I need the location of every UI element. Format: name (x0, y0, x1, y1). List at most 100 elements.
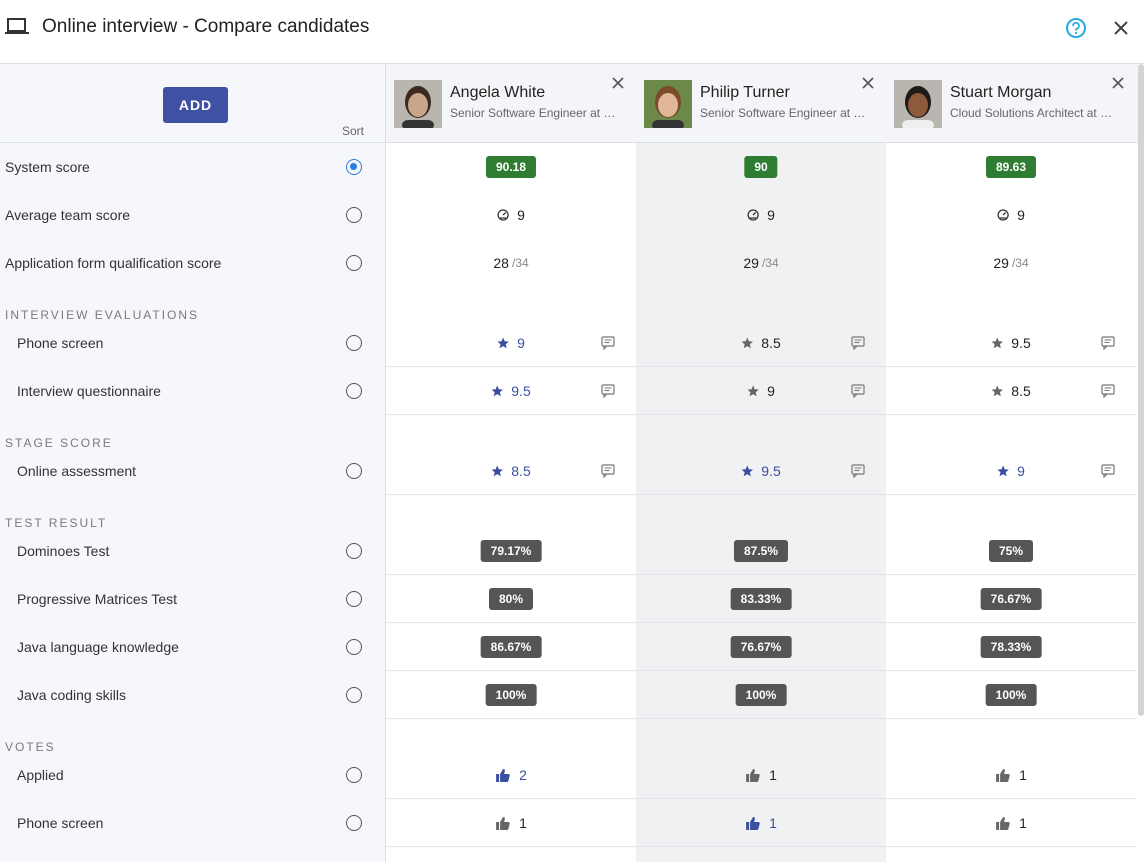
candidate-name: Philip Turner (700, 84, 790, 101)
value: 9.5 (1011, 335, 1031, 351)
comments-button[interactable] (1101, 336, 1115, 351)
star-icon-svg (747, 385, 759, 397)
row-divider (386, 494, 1136, 495)
percent-badge: 83.33% (730, 588, 792, 610)
middle-column-bg (636, 143, 886, 862)
sort-radio[interactable] (346, 639, 362, 655)
value: 9 (767, 383, 775, 399)
sort-radio[interactable] (346, 335, 362, 351)
column-header-bar (386, 64, 1138, 143)
value: 1 (769, 767, 777, 783)
row-label: Java language knowledge (17, 639, 179, 655)
team-score-icon-svg (497, 209, 509, 221)
cell-value: 9 (747, 207, 775, 223)
thumb-icon (995, 816, 1011, 831)
star-icon (491, 385, 503, 397)
avatar (394, 80, 442, 128)
percent-badge: 100% (485, 684, 537, 706)
value: 9 (1017, 207, 1025, 223)
row-label: System score (5, 159, 90, 175)
star-icon (741, 337, 753, 349)
comments-button[interactable] (851, 384, 865, 399)
sort-radio[interactable] (346, 255, 362, 271)
add-button[interactable]: ADD (163, 87, 228, 123)
team-score-icon (747, 209, 759, 221)
cell-value: 8.5 (991, 383, 1031, 399)
sort-radio[interactable] (346, 159, 362, 175)
section-title: STAGE SCORE (5, 436, 113, 450)
close-button[interactable] (1113, 20, 1129, 36)
value: 29 (743, 255, 759, 271)
comments-button[interactable] (1101, 464, 1115, 479)
section-title: TEST RESULT (5, 516, 108, 530)
row-divider (386, 622, 1136, 623)
cell-value: 1 (745, 815, 777, 831)
sort-radio[interactable] (346, 687, 362, 703)
avatar (644, 80, 692, 128)
sort-radio[interactable] (346, 207, 362, 223)
sort-radio[interactable] (346, 543, 362, 559)
comments-button[interactable] (601, 384, 615, 399)
cell-value: 29/34 (743, 255, 778, 271)
sort-radio[interactable] (346, 767, 362, 783)
remove-candidate[interactable] (862, 76, 874, 89)
row-divider (386, 846, 1136, 847)
value: 1 (519, 815, 527, 831)
max-value: /34 (761, 256, 779, 270)
thumb-icon-svg (996, 768, 1010, 782)
candidate-name: Angela White (450, 84, 546, 101)
star-icon-svg (741, 465, 753, 477)
sort-radio[interactable] (346, 591, 362, 607)
section-title: VOTES (5, 740, 56, 754)
comments-button[interactable] (1101, 384, 1115, 399)
star-icon (991, 337, 1003, 349)
row-label: Java coding skills (17, 687, 126, 703)
thumb-icon-svg (746, 768, 760, 782)
max-value: /34 (1011, 256, 1029, 270)
help-button[interactable] (1065, 17, 1087, 39)
row-label: Phone screen (17, 815, 104, 831)
value: 29 (993, 255, 1009, 271)
value: 1 (769, 815, 777, 831)
remove-candidate[interactable] (1112, 76, 1124, 89)
candidate-subtitle: Cloud Solutions Architect at … (950, 106, 1113, 120)
value: 1 (1019, 815, 1027, 831)
comments-button[interactable] (851, 464, 865, 479)
sidebar (0, 64, 386, 862)
comments-button[interactable] (851, 336, 865, 351)
avatar-svg (894, 80, 942, 128)
cell-value: 8.5 (741, 335, 781, 351)
sort-radio[interactable] (346, 815, 362, 831)
team-score-icon-svg (747, 209, 759, 221)
star-icon-svg (491, 465, 503, 477)
percent-badge: 76.67% (980, 588, 1042, 610)
row-divider (386, 798, 1136, 799)
candidate-name: Stuart Morgan (950, 84, 1052, 101)
comment-icon (851, 384, 865, 399)
percent-badge: 80% (488, 588, 534, 610)
star-icon-svg (991, 385, 1003, 397)
comments-button[interactable] (601, 464, 615, 479)
sort-radio[interactable] (346, 383, 362, 399)
x-icon (1112, 77, 1124, 89)
value: 9 (767, 207, 775, 223)
comments-button[interactable] (601, 336, 615, 351)
score-badge: 90.18 (485, 156, 537, 178)
cell-value: 9 (997, 463, 1025, 479)
cell-value: 1 (745, 767, 777, 783)
value: 9.5 (761, 463, 781, 479)
score-badge: 89.63 (985, 156, 1037, 178)
row-divider (386, 670, 1136, 671)
team-score-icon-svg (997, 209, 1009, 221)
thumb-icon-svg (996, 816, 1010, 830)
value: 8.5 (511, 463, 531, 479)
remove-candidate[interactable] (612, 76, 624, 89)
avatar-svg (394, 80, 442, 128)
star-icon-svg (491, 385, 503, 397)
sort-radio[interactable] (346, 463, 362, 479)
row-divider (386, 718, 1136, 719)
thumb-icon-svg (496, 768, 510, 782)
cell-value: 28/34 (493, 255, 528, 271)
percent-badge: 79.17% (480, 540, 542, 562)
candidate-subtitle: Senior Software Engineer at … (450, 106, 616, 120)
